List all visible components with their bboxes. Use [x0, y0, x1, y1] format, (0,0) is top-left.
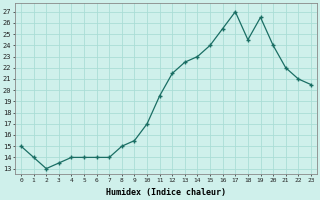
- X-axis label: Humidex (Indice chaleur): Humidex (Indice chaleur): [106, 188, 226, 197]
